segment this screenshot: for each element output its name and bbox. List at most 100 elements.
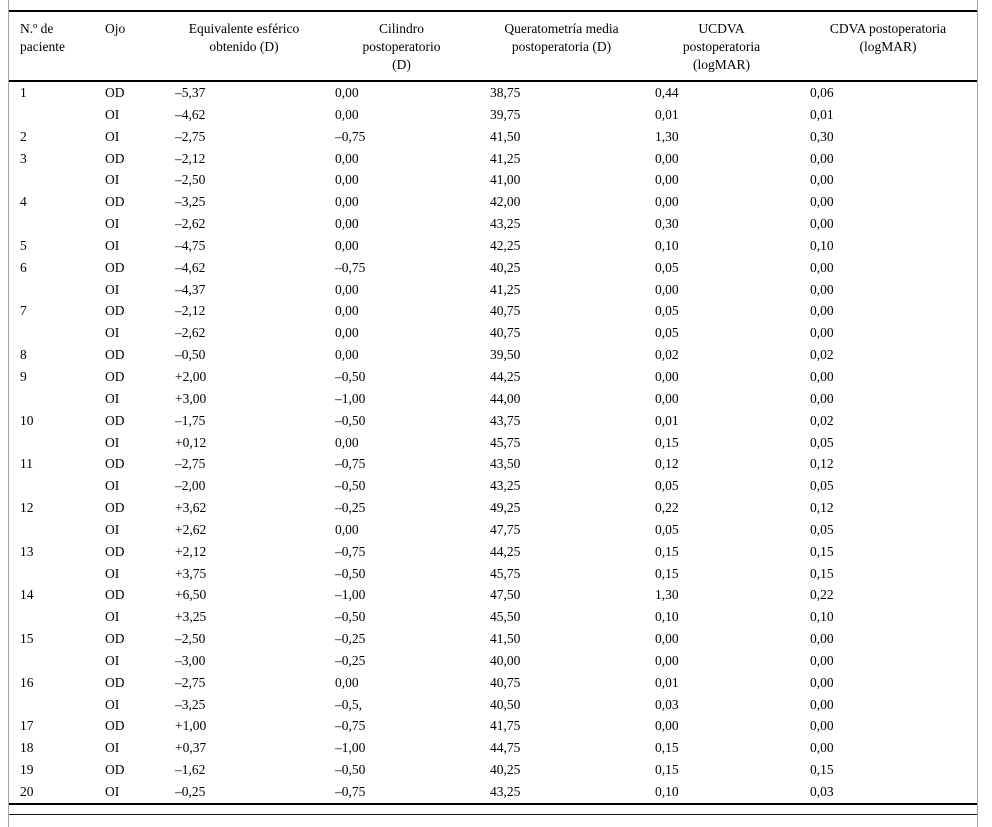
- table-row: OI –2,50 0,00 41,00 0,00 0,00: [9, 169, 977, 191]
- table-header: N.º de paciente Ojo Equivalente esférico…: [9, 11, 977, 82]
- cell-ucdva: 0,05: [655, 325, 679, 341]
- cell-cdva: 0,15: [810, 565, 834, 581]
- cell-eye: OI: [105, 696, 120, 712]
- cell-ucdva: 0,05: [655, 521, 679, 537]
- cell-spherical-equivalent: –2,12: [175, 150, 206, 166]
- cell-cdva: 0,00: [810, 172, 834, 188]
- cell-keratometry: 47,75: [490, 521, 521, 537]
- cell-cdva: 0,15: [810, 543, 834, 559]
- cell-cylinder: –0,75: [335, 543, 366, 559]
- table-frame: N.º de paciente Ojo Equivalente esférico…: [8, 0, 978, 827]
- table-row: OI –2,00 –0,50 43,25 0,05 0,05: [9, 475, 977, 497]
- table-bottom-rule: [9, 805, 977, 815]
- cell-eye: OI: [105, 325, 120, 341]
- cell-spherical-equivalent: +1,00: [175, 718, 207, 734]
- table-row: 17 OD +1,00 –0,75 41,75 0,00 0,00: [9, 715, 977, 737]
- cell-ucdva: 0,05: [655, 303, 679, 319]
- cell-cylinder: 0,00: [335, 325, 359, 341]
- cell-keratometry: 40,00: [490, 652, 521, 668]
- table-row: OI –2,62 0,00 40,75 0,05 0,00: [9, 322, 977, 344]
- cell-ucdva: 0,44: [655, 85, 679, 100]
- cell-keratometry: 40,50: [490, 696, 521, 712]
- cell-cdva: 0,30: [810, 128, 834, 144]
- cell-ucdva: 0,22: [655, 500, 679, 516]
- cell-patient: 16: [20, 674, 34, 690]
- cell-keratometry: 45,75: [490, 434, 521, 450]
- cell-ucdva: 0,01: [655, 106, 679, 122]
- cell-eye: OD: [105, 456, 125, 472]
- cell-keratometry: 47,50: [490, 587, 521, 603]
- cell-spherical-equivalent: –4,62: [175, 106, 206, 122]
- cell-cylinder: –0,75: [335, 456, 366, 472]
- cell-spherical-equivalent: +3,62: [175, 500, 207, 516]
- cell-keratometry: 40,25: [490, 762, 521, 778]
- table-row: 2 OI –2,75 –0,75 41,50 1,30 0,30: [9, 126, 977, 148]
- cell-cdva: 0,01: [810, 106, 834, 122]
- cell-ucdva: 0,00: [655, 172, 679, 188]
- cell-eye: OD: [105, 631, 125, 647]
- cell-spherical-equivalent: –2,75: [175, 456, 206, 472]
- cell-ucdva: 0,05: [655, 478, 679, 494]
- cell-keratometry: 45,75: [490, 565, 521, 581]
- cell-patient: [9, 169, 94, 191]
- cell-cylinder: –1,00: [335, 390, 366, 406]
- cell-cdva: 0,05: [810, 434, 834, 450]
- cell-cdva: 0,00: [810, 325, 834, 341]
- cell-eye: OI: [105, 740, 120, 756]
- cell-cylinder: 0,00: [335, 303, 359, 319]
- cell-cylinder: 0,00: [335, 106, 359, 122]
- cell-eye: OD: [105, 150, 125, 166]
- cell-cylinder: –0,50: [335, 609, 366, 625]
- table-row: 12 OD +3,62 –0,25 49,25 0,22 0,12: [9, 497, 977, 519]
- cell-cdva: 0,00: [810, 390, 834, 406]
- cell-ucdva: 0,10: [655, 609, 679, 625]
- table-row: OI +3,75 –0,50 45,75 0,15 0,15: [9, 563, 977, 585]
- cell-spherical-equivalent: +3,00: [175, 390, 207, 406]
- cell-cdva: 0,00: [810, 631, 834, 647]
- cell-patient: [9, 213, 94, 235]
- table-row: 3 OD –2,12 0,00 41,25 0,00 0,00: [9, 148, 977, 170]
- cell-cylinder: –0,75: [335, 718, 366, 734]
- cell-eye: OI: [105, 565, 120, 581]
- table-row: OI –3,00 –0,25 40,00 0,00 0,00: [9, 650, 977, 672]
- cell-keratometry: 40,75: [490, 303, 521, 319]
- cell-eye: OD: [105, 259, 125, 275]
- cell-ucdva: 0,01: [655, 674, 679, 690]
- cell-patient: 10: [20, 412, 34, 428]
- table-row: 18 OI +0,37 –1,00 44,75 0,15 0,00: [9, 737, 977, 759]
- cell-cylinder: –1,00: [335, 740, 366, 756]
- table-row: 11 OD –2,75 –0,75 43,50 0,12 0,12: [9, 453, 977, 475]
- cell-spherical-equivalent: –2,75: [175, 128, 206, 144]
- cell-spherical-equivalent: –5,37: [175, 85, 206, 100]
- cell-cdva: 0,00: [810, 259, 834, 275]
- cell-ucdva: 0,01: [655, 412, 679, 428]
- cell-cdva: 0,22: [810, 587, 834, 603]
- cell-spherical-equivalent: +2,12: [175, 543, 207, 559]
- cell-eye: OI: [105, 609, 120, 625]
- column-header-keratometry: Queratometría media postoperatoria (D): [479, 11, 644, 82]
- cell-keratometry: 43,25: [490, 216, 521, 232]
- table-row: OI –2,62 0,00 43,25 0,30 0,00: [9, 213, 977, 235]
- cell-keratometry: 39,75: [490, 106, 521, 122]
- cell-patient: 15: [20, 631, 34, 647]
- cell-cdva: 0,10: [810, 237, 834, 253]
- table-row: 5 OI –4,75 0,00 42,25 0,10 0,10: [9, 235, 977, 257]
- table-row: OI +3,25 –0,50 45,50 0,10 0,10: [9, 606, 977, 628]
- cell-ucdva: 0,00: [655, 631, 679, 647]
- cell-ucdva: 0,00: [655, 368, 679, 384]
- column-header-spherical-equivalent: Equivalente esférico obtenido (D): [164, 11, 324, 82]
- cell-cylinder: –0,50: [335, 368, 366, 384]
- cell-cdva: 0,00: [810, 368, 834, 384]
- table-row: 13 OD +2,12 –0,75 44,25 0,15 0,15: [9, 541, 977, 563]
- cell-spherical-equivalent: –1,75: [175, 412, 206, 428]
- cell-eye: OD: [105, 674, 125, 690]
- cell-keratometry: 38,75: [490, 85, 521, 100]
- cell-cylinder: 0,00: [335, 674, 359, 690]
- cell-keratometry: 40,25: [490, 259, 521, 275]
- cell-patient: [9, 606, 94, 628]
- cell-cdva: 0,05: [810, 478, 834, 494]
- cell-cdva: 0,00: [810, 281, 834, 297]
- cell-keratometry: 41,25: [490, 281, 521, 297]
- cell-ucdva: 0,00: [655, 194, 679, 210]
- cell-ucdva: 0,00: [655, 652, 679, 668]
